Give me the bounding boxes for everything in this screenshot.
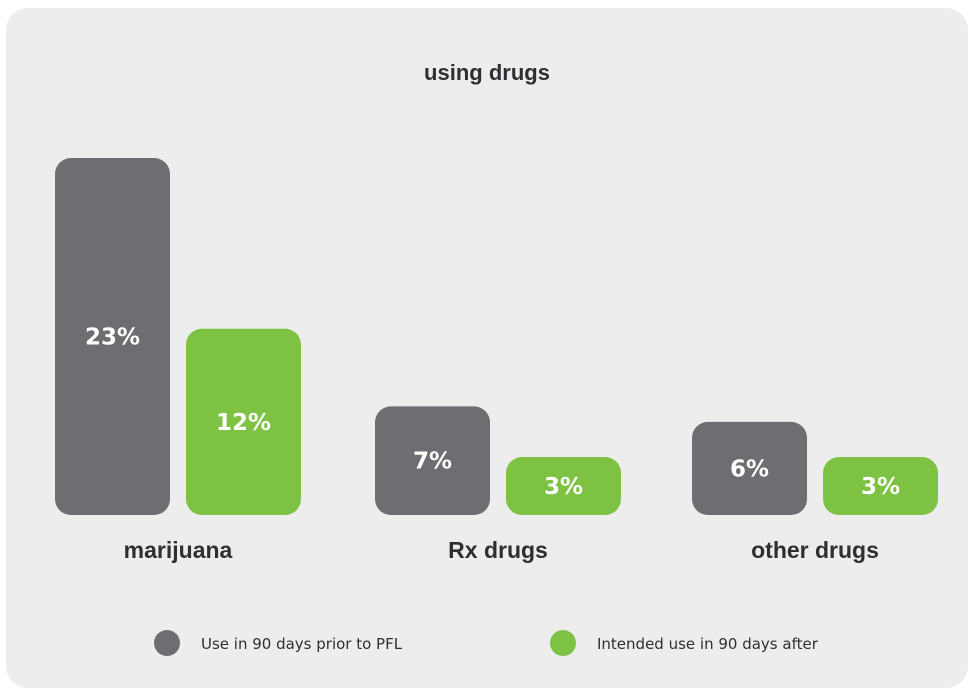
data-label: 23% [85,325,140,351]
data-label: 7% [413,449,452,475]
bar-rx-drugs-series-1 [375,406,490,515]
bar-other-drugs-series-2 [823,457,938,515]
bar-marijuana-series-1 [55,158,170,515]
category-label: Rx drugs [448,537,548,563]
bar-marijuana-series-2 [186,328,301,515]
category-labels: marijuana Rx drugs other drugs [124,537,879,563]
data-label: 3% [861,474,900,500]
legend-label-2: Intended use in 90 days after [597,635,819,653]
category-label: other drugs [751,537,879,563]
legend-label-1: Use in 90 days prior to PFL [201,635,403,653]
bar-other-drugs-series-1 [692,421,807,515]
legend: Use in 90 days prior to PFL Intended use … [154,630,819,656]
bar-rx-drugs-series-2 [506,457,621,515]
legend-swatch-2 [550,630,576,656]
bars-group: 23% 12% 7% 3% 6% 3% [55,158,938,515]
category-label: marijuana [124,537,233,563]
data-label: 3% [544,474,583,500]
legend-swatch-1 [154,630,180,656]
chart-title: using drugs [424,60,550,85]
data-label: 12% [216,410,271,436]
data-label: 6% [730,456,769,482]
